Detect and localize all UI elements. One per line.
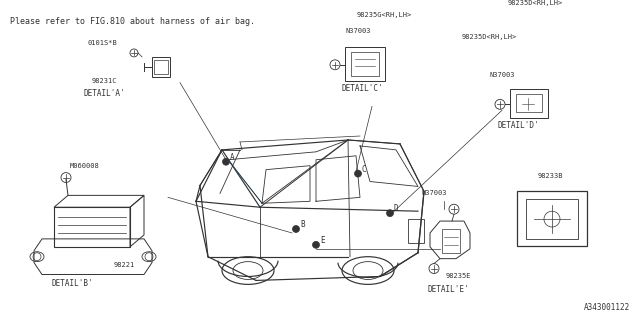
Text: B: B [300, 220, 305, 229]
Circle shape [292, 226, 300, 232]
Bar [54, 207, 130, 247]
Text: 98231C: 98231C [92, 77, 118, 84]
Text: A343001122: A343001122 [584, 303, 630, 312]
Circle shape [223, 158, 230, 165]
Text: DETAIL'C': DETAIL'C' [341, 84, 383, 92]
Circle shape [355, 170, 362, 177]
Text: DETAIL'B': DETAIL'B' [52, 279, 93, 288]
Bar [152, 57, 170, 77]
Text: 98235D<RH,LH>: 98235D<RH,LH> [508, 0, 563, 6]
Text: 98233B: 98233B [538, 172, 563, 179]
Circle shape [312, 241, 319, 248]
Bar [442, 229, 460, 253]
Bar [351, 52, 379, 76]
Text: DETAIL'E': DETAIL'E' [428, 285, 470, 294]
Bar [345, 47, 385, 81]
Text: Please refer to FIG.810 about harness of air bag.: Please refer to FIG.810 about harness of… [10, 17, 255, 26]
Text: 98235E: 98235E [446, 274, 472, 279]
Text: N37003: N37003 [422, 190, 447, 196]
Text: 98235G<RH,LH>: 98235G<RH,LH> [357, 12, 412, 18]
Text: M060008: M060008 [70, 163, 100, 169]
Text: D: D [394, 204, 399, 213]
Text: 98235D<RH,LH>: 98235D<RH,LH> [462, 34, 517, 40]
Bar [154, 60, 168, 74]
Text: 0101S*B: 0101S*B [88, 40, 118, 46]
Text: 98221: 98221 [114, 261, 135, 268]
Text: A: A [230, 153, 235, 162]
Bar [517, 191, 587, 246]
Text: C: C [362, 164, 367, 174]
Text: DETAIL'D': DETAIL'D' [498, 121, 540, 130]
Text: N37003: N37003 [345, 28, 371, 34]
Circle shape [387, 210, 394, 217]
Text: DETAIL'A': DETAIL'A' [84, 90, 125, 99]
Text: E: E [320, 236, 324, 245]
Bar [510, 89, 548, 118]
Bar [526, 199, 578, 239]
Bar [516, 94, 542, 112]
Bar [408, 219, 424, 243]
Text: N37003: N37003 [490, 72, 515, 78]
